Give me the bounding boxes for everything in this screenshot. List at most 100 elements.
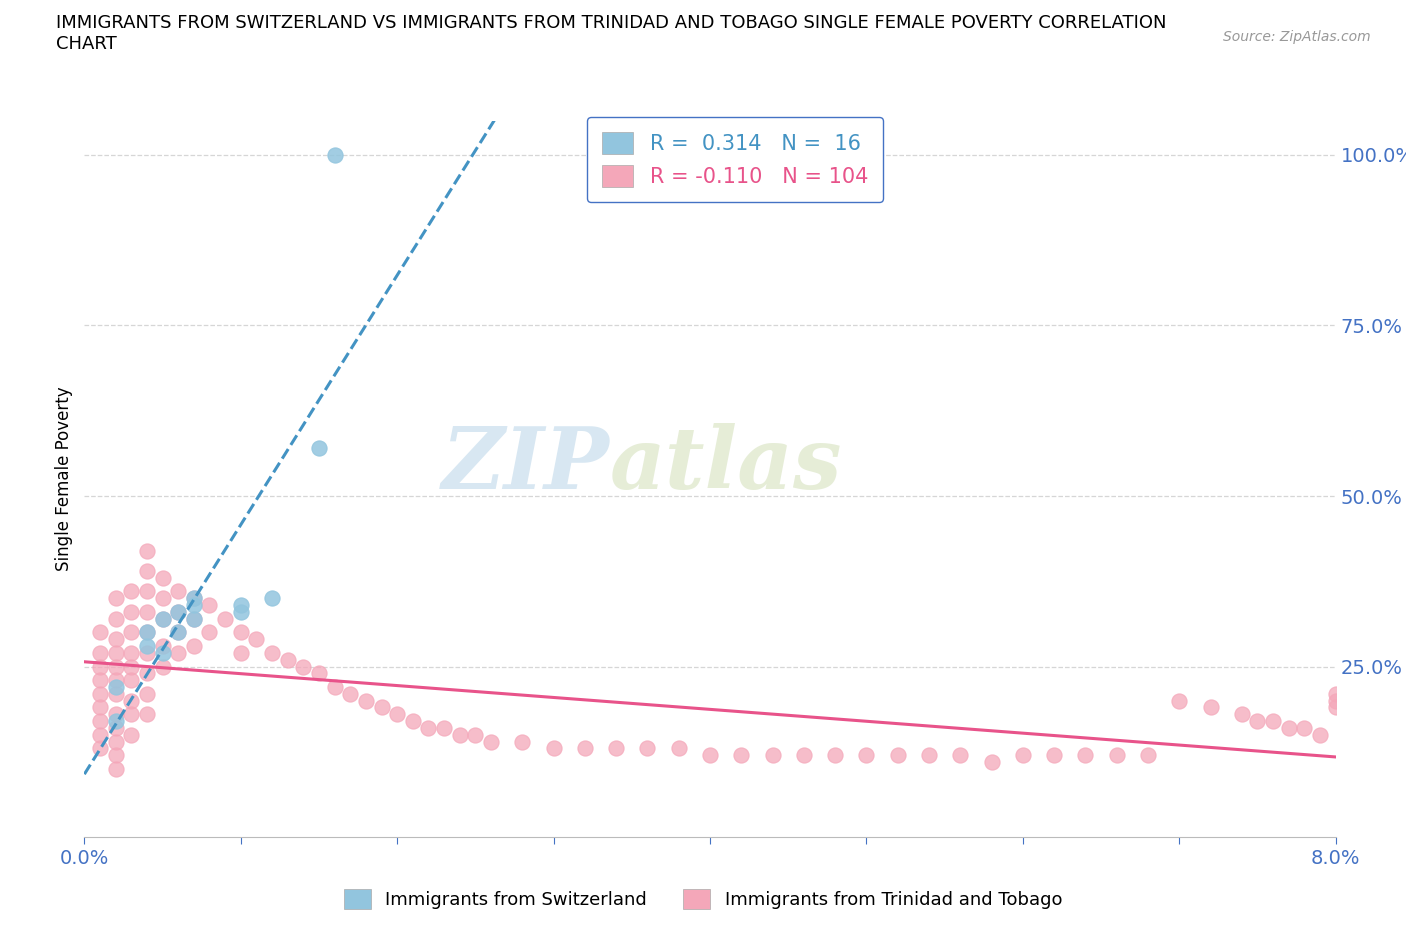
Legend: Immigrants from Switzerland, Immigrants from Trinidad and Tobago: Immigrants from Switzerland, Immigrants …	[336, 882, 1070, 916]
Point	[104, 591, 127, 605]
Legend: R =  0.314   N =  16, R = -0.110   N = 104: R = 0.314 N = 16, R = -0.110 N = 104	[588, 117, 883, 202]
Point	[214, 611, 236, 626]
Point	[229, 645, 252, 660]
Point	[89, 672, 111, 687]
Point	[262, 645, 284, 660]
Point	[245, 631, 267, 646]
Point	[464, 727, 486, 742]
Point	[433, 721, 456, 736]
Point	[89, 700, 111, 715]
Point	[1043, 748, 1066, 763]
Point	[89, 625, 111, 640]
Point	[262, 591, 284, 605]
Point	[89, 713, 111, 728]
Point	[198, 598, 221, 613]
Point	[793, 748, 815, 763]
Point	[136, 543, 159, 558]
Point	[120, 672, 142, 687]
Point	[183, 591, 205, 605]
Point	[292, 659, 315, 674]
Point	[323, 148, 346, 163]
Text: ZIP: ZIP	[441, 423, 610, 506]
Point	[543, 741, 565, 756]
Point	[104, 680, 127, 695]
Point	[152, 570, 174, 585]
Point	[1278, 721, 1301, 736]
Point	[167, 645, 190, 660]
Point	[449, 727, 471, 742]
Point	[637, 741, 659, 756]
Point	[120, 625, 142, 640]
Point	[104, 686, 127, 701]
Point	[1136, 748, 1159, 763]
Point	[104, 659, 127, 674]
Point	[136, 666, 159, 681]
Point	[730, 748, 752, 763]
Point	[1012, 748, 1035, 763]
Point	[104, 734, 127, 749]
Point	[136, 625, 159, 640]
Point	[605, 741, 627, 756]
Point	[152, 591, 174, 605]
Point	[1199, 700, 1222, 715]
Point	[308, 441, 330, 456]
Point	[104, 762, 127, 777]
Point	[167, 625, 190, 640]
Point	[229, 598, 252, 613]
Point	[104, 748, 127, 763]
Point	[479, 734, 502, 749]
Point	[198, 625, 221, 640]
Point	[104, 645, 127, 660]
Point	[136, 604, 159, 619]
Point	[1246, 713, 1268, 728]
Point	[918, 748, 941, 763]
Point	[89, 741, 111, 756]
Point	[104, 713, 127, 728]
Point	[183, 611, 205, 626]
Point	[136, 625, 159, 640]
Y-axis label: Single Female Poverty: Single Female Poverty	[55, 387, 73, 571]
Point	[136, 707, 159, 722]
Point	[120, 659, 142, 674]
Point	[152, 639, 174, 654]
Point	[762, 748, 785, 763]
Point	[668, 741, 690, 756]
Point	[1324, 693, 1347, 708]
Point	[277, 652, 299, 667]
Point	[1230, 707, 1253, 722]
Point	[136, 645, 159, 660]
Point	[308, 666, 330, 681]
Point	[120, 693, 142, 708]
Point	[1074, 748, 1097, 763]
Point	[104, 672, 127, 687]
Point	[120, 727, 142, 742]
Point	[183, 639, 205, 654]
Point	[855, 748, 877, 763]
Point	[89, 686, 111, 701]
Point	[120, 604, 142, 619]
Point	[120, 645, 142, 660]
Point	[183, 591, 205, 605]
Point	[104, 611, 127, 626]
Point	[699, 748, 721, 763]
Point	[152, 659, 174, 674]
Point	[120, 584, 142, 599]
Point	[887, 748, 910, 763]
Point	[152, 611, 174, 626]
Point	[1309, 727, 1331, 742]
Point	[385, 707, 409, 722]
Point	[136, 686, 159, 701]
Text: IMMIGRANTS FROM SWITZERLAND VS IMMIGRANTS FROM TRINIDAD AND TOBAGO SINGLE FEMALE: IMMIGRANTS FROM SWITZERLAND VS IMMIGRANT…	[56, 14, 1167, 53]
Point	[104, 707, 127, 722]
Point	[574, 741, 596, 756]
Point	[512, 734, 534, 749]
Point	[89, 659, 111, 674]
Point	[167, 604, 190, 619]
Point	[167, 584, 190, 599]
Point	[136, 639, 159, 654]
Point	[339, 686, 361, 701]
Point	[418, 721, 440, 736]
Point	[1105, 748, 1128, 763]
Point	[323, 680, 346, 695]
Point	[104, 721, 127, 736]
